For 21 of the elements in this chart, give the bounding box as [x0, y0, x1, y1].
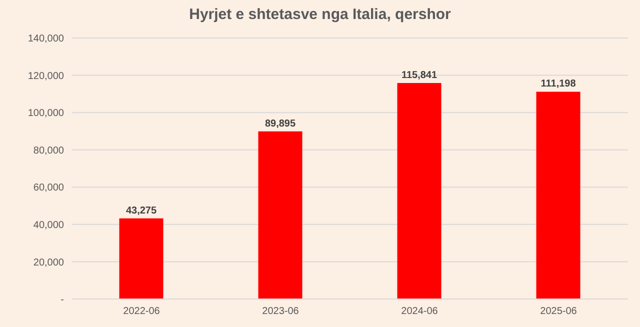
x-tick-label: 2023-06 — [262, 306, 300, 318]
x-tick-label: 2024-06 — [401, 306, 438, 318]
y-tick-label: - — [60, 294, 64, 306]
y-tick-label: 60,000 — [33, 182, 64, 194]
bar — [397, 83, 442, 299]
bar — [536, 92, 580, 299]
bar — [258, 131, 302, 299]
y-tick-label: 20,000 — [33, 257, 64, 268]
x-tick-label: 2022-06 — [123, 306, 160, 318]
bar — [119, 218, 164, 299]
x-tick-label: 2025-06 — [540, 306, 578, 318]
chart-title: Hyrjet e shtetasve nga Italia, qershor — [188, 6, 452, 23]
y-tick-label: 120,000 — [28, 70, 64, 82]
y-tick-label: 140,000 — [28, 34, 64, 45]
y-tick-label: 100,000 — [28, 108, 64, 120]
data-label: 43,275 — [126, 205, 157, 216]
data-label: 89,895 — [264, 118, 296, 130]
y-tick-label: 80,000 — [33, 145, 64, 156]
y-tick-label: 40,000 — [33, 220, 64, 231]
data-label: 115,841 — [401, 70, 438, 82]
data-label: 111,198 — [540, 78, 576, 90]
